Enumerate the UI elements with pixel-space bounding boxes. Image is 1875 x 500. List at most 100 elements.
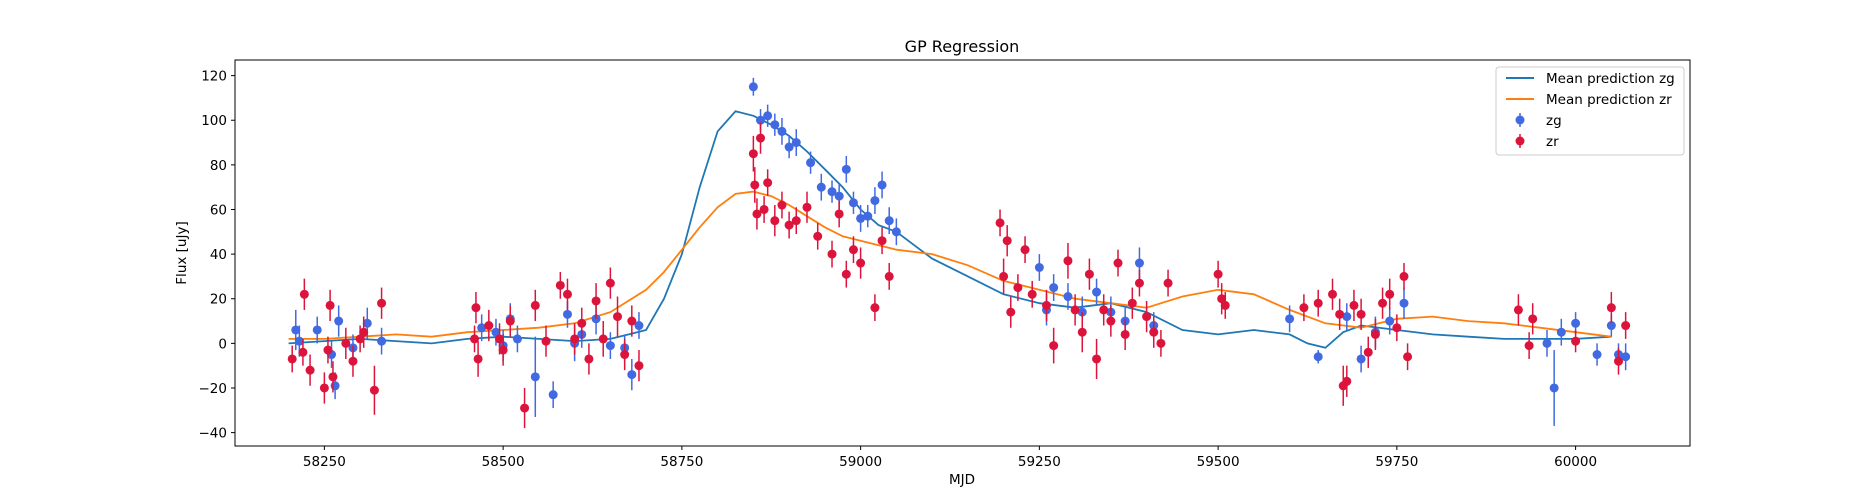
marker-zg	[1556, 327, 1566, 337]
marker-zg	[1385, 316, 1395, 326]
y-tick-label: 0	[218, 336, 227, 352]
marker-zr	[777, 200, 787, 210]
prediction-lines	[288, 110, 1612, 349]
marker-zr	[813, 231, 823, 241]
marker-zg	[1313, 352, 1323, 362]
marker-zr	[328, 372, 338, 382]
data-point-zr	[520, 387, 530, 429]
marker-zr	[1013, 283, 1023, 293]
data-point-zr	[555, 271, 565, 299]
data-point-zg	[848, 191, 858, 214]
data-point-zr	[325, 289, 335, 322]
data-point-zr	[562, 278, 572, 310]
data-point-zr	[1313, 289, 1323, 317]
data-point-zr	[1099, 294, 1109, 326]
marker-zr	[620, 350, 630, 360]
y-tick-label: 40	[210, 247, 227, 263]
marker-zr	[287, 354, 297, 364]
marker-zg	[856, 213, 866, 223]
marker-zg	[784, 142, 794, 152]
marker-zr	[999, 271, 1009, 281]
marker-zg	[1621, 352, 1631, 362]
marker-zg	[362, 318, 372, 328]
chart-title: GP Regression	[905, 37, 1020, 56]
marker-zr	[752, 209, 762, 219]
data-point-zr	[287, 345, 297, 373]
marker-zg	[1342, 312, 1352, 322]
marker-zg	[1285, 314, 1295, 324]
data-point-zr	[856, 247, 866, 279]
data-point-zg	[884, 207, 894, 235]
marker-zr	[1020, 245, 1030, 255]
marker-zr	[1027, 289, 1037, 299]
marker-zr	[1524, 341, 1534, 351]
marker-zg	[884, 216, 894, 226]
data-point-zg	[605, 332, 615, 359]
marker-zr	[613, 312, 623, 322]
marker-zg	[1063, 292, 1073, 302]
data-point-zg	[748, 77, 758, 96]
marker-zr	[1099, 305, 1109, 315]
data-point-zr	[530, 289, 540, 322]
x-tick-label: 59000	[839, 454, 882, 470]
data-point-zg	[777, 118, 787, 145]
marker-zr	[498, 345, 508, 355]
data-point-zg	[377, 327, 387, 355]
data-point-zr	[791, 207, 801, 235]
data-point-zr	[1342, 365, 1352, 397]
data-point-zg	[770, 113, 780, 136]
data-point-zg	[1092, 278, 1102, 306]
data-point-zr	[369, 365, 379, 415]
data-point-zr	[505, 305, 515, 337]
marker-zr	[1370, 329, 1380, 339]
data-point-zr	[1370, 318, 1380, 351]
data-point-zr	[1349, 289, 1359, 322]
data-point-zg	[877, 171, 887, 199]
data-point-zg	[870, 187, 880, 214]
x-tick-label: 59750	[1375, 454, 1418, 470]
data-point-zr	[1621, 312, 1631, 339]
marker-zr	[784, 220, 794, 230]
marker-zg	[330, 381, 340, 391]
marker-zr	[1106, 316, 1116, 326]
data-point-zg	[891, 218, 901, 246]
legend-label-zr-line: Mean prediction zr	[1546, 92, 1672, 108]
marker-zr	[1134, 278, 1144, 288]
data-point-zg	[791, 129, 801, 156]
marker-zr	[834, 209, 844, 219]
y-axis-label: Flux [uJy]	[174, 221, 190, 284]
data-point-zr	[870, 294, 880, 322]
marker-zr	[1335, 309, 1345, 319]
data-point-zr	[613, 296, 623, 337]
data-point-zr	[348, 345, 358, 377]
data-point-zg	[763, 104, 773, 127]
data-point-zr	[1571, 329, 1581, 353]
data-point-zr	[577, 307, 587, 339]
data-point-zr	[1002, 225, 1012, 257]
marker-zg	[1606, 321, 1616, 331]
marker-zr	[1113, 258, 1123, 268]
marker-zr	[1378, 298, 1388, 308]
marker-zr	[577, 318, 587, 328]
data-point-zr	[1524, 332, 1534, 359]
y-axis-ticks: −40 −20 0 20 40 60 80 100 120	[199, 69, 235, 442]
data-point-zr	[627, 305, 637, 337]
marker-zr	[802, 202, 812, 212]
y-tick-label: 80	[210, 158, 227, 174]
y-tick-label: 100	[201, 113, 227, 129]
prediction-line-zr	[288, 190, 1612, 340]
marker-zr	[1385, 289, 1395, 299]
marker-zg	[334, 316, 344, 326]
marker-zr	[634, 361, 644, 371]
data-point-zr	[341, 327, 351, 359]
marker-zr	[1528, 314, 1538, 324]
data-point-zg	[548, 381, 558, 409]
marker-zr	[1328, 289, 1338, 299]
data-point-zr	[634, 350, 644, 382]
marker-zr	[877, 236, 887, 246]
data-point-zg	[841, 155, 851, 183]
marker-zg	[377, 336, 387, 346]
data-point-zr	[752, 198, 762, 230]
legend-swatch-marker-zg	[1515, 115, 1525, 125]
y-tick-label: 20	[210, 292, 227, 308]
